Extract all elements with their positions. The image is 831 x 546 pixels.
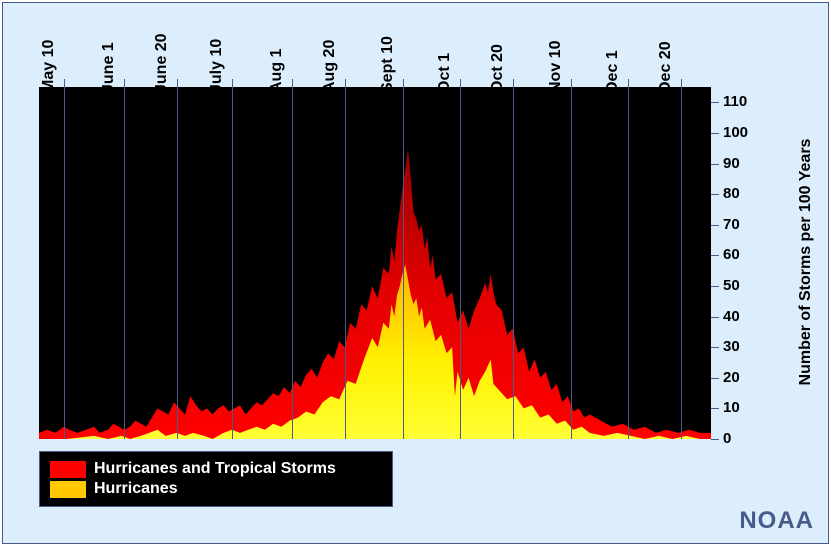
y-tick-label: 50 [723,277,740,294]
x-gridline [177,87,178,439]
y-tick-label: 60 [723,246,740,263]
legend-item: Hurricanes [50,480,382,498]
y-tick-mark [711,225,719,226]
y-tick-mark [711,194,719,195]
y-tick-label: 100 [723,124,748,141]
y-axis-title: Number of Storms per 100 Years [797,112,815,412]
x-tick-label: June 20 [153,33,171,93]
y-tick-label: 20 [723,369,740,386]
x-tick-mark [403,79,404,87]
x-gridline [681,87,682,439]
x-tick-label: Nov 10 [547,41,565,93]
y-tick-label: 110 [723,93,747,110]
legend-label: Hurricanes and Tropical Storms [94,460,336,478]
x-gridline [571,87,572,439]
x-tick-mark [628,79,629,87]
plot-area [39,87,711,439]
y-tick-label: 90 [723,155,740,172]
x-gridline [64,87,65,439]
y-tick-label: 30 [723,338,740,355]
x-gridline [403,87,404,439]
x-tick-mark [124,79,125,87]
x-tick-label: Sept 10 [379,36,397,93]
x-tick-mark [292,79,293,87]
x-tick-mark [681,79,682,87]
x-gridline [232,87,233,439]
area-chart-svg [39,87,711,439]
x-tick-label: July 10 [208,39,226,93]
y-tick-mark [711,286,719,287]
y-tick-mark [711,164,719,165]
x-tick-label: Oct 20 [489,44,507,93]
x-tick-label: Aug 1 [268,49,286,93]
x-tick-label: Oct 1 [436,53,454,93]
x-gridline [292,87,293,439]
x-tick-label: May 10 [40,40,58,93]
legend-item: Hurricanes and Tropical Storms [50,460,382,478]
y-tick-mark [711,255,719,256]
x-tick-label: Dec 1 [604,50,622,93]
y-tick-label: 0 [723,430,731,447]
y-tick-mark [711,133,719,134]
x-gridline [628,87,629,439]
x-gridline [345,87,346,439]
x-tick-label: Dec 20 [657,41,675,93]
x-tick-mark [345,79,346,87]
y-tick-mark [711,347,719,348]
x-gridline [513,87,514,439]
legend-swatch [50,481,86,498]
y-tick-label: 10 [723,399,740,416]
x-tick-mark [177,79,178,87]
x-tick-mark [513,79,514,87]
x-tick-label: Aug 20 [321,40,339,93]
y-tick-mark [711,102,719,103]
source-label: NOAA [739,507,814,535]
y-tick-mark [711,408,719,409]
x-tick-mark [571,79,572,87]
series-area [39,265,711,440]
x-tick-mark [232,79,233,87]
legend-label: Hurricanes [94,480,178,498]
chart-frame: May 10 June 1 June 20 July 10 Aug 1 Aug 20 Sep… [2,2,829,544]
y-tick-mark [711,439,719,440]
x-tick-mark [64,79,65,87]
y-tick-mark [711,317,719,318]
x-gridline [460,87,461,439]
y-tick-label: 70 [723,216,740,233]
legend: Hurricanes and Tropical Storms Hurricanes [39,451,393,507]
x-gridline [124,87,125,439]
x-tick-label: June 1 [100,42,118,93]
y-tick-mark [711,378,719,379]
legend-swatch [50,461,86,478]
y-tick-label: 40 [723,308,740,325]
y-tick-label: 80 [723,185,740,202]
x-tick-mark [460,79,461,87]
